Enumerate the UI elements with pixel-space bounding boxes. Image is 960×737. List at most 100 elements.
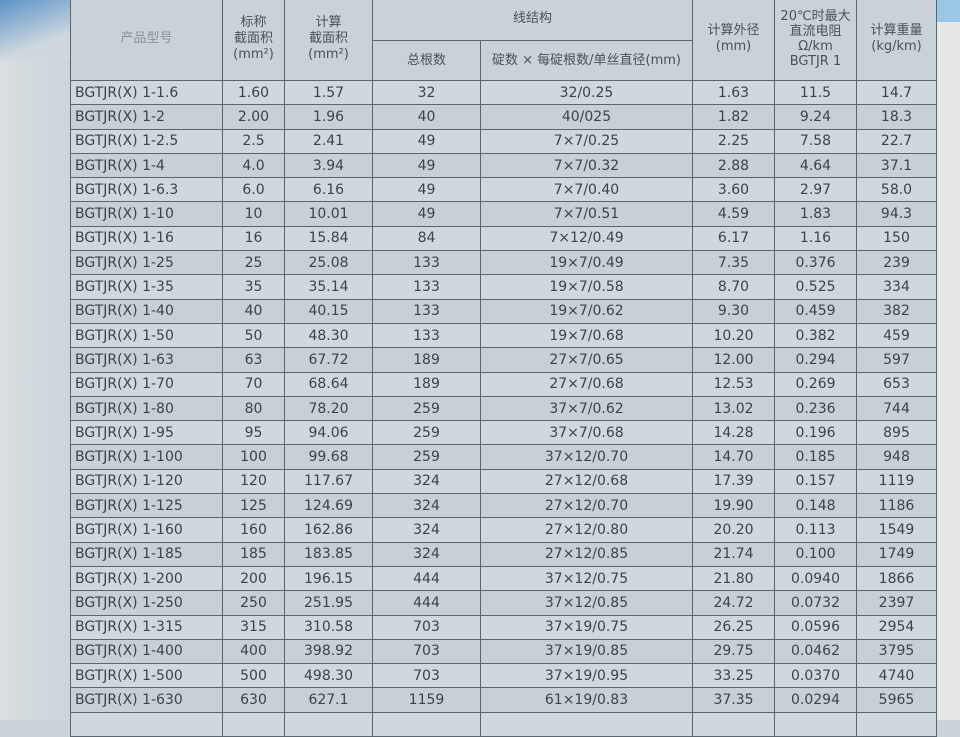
cell-model: BGTJR(X) 1-200 [70,565,223,592]
cell-calc-area: 10.01 [284,201,373,227]
page-margin-left [0,0,70,720]
cell-total-strands: 32 [372,79,481,106]
cell-outer-diameter: 13.02 [692,395,775,422]
cell-model: BGTJR(X) 1-50 [70,322,223,349]
cell-total-strands: 324 [372,468,481,495]
cell-calc-area: 1.57 [284,79,373,106]
cell-total-strands: 324 [372,493,481,519]
cell-weight: 239 [856,250,937,276]
cell-outer-diameter: 7.35 [692,250,775,276]
cell-nominal-area: 95 [222,420,285,446]
cell-resistance: 0.294 [774,347,857,373]
table-row: BGTJR(X) 1-63 63 67.72 189 27×7/0.65 12.00 0.2… [70,347,937,373]
cell-resistance: 9.24 [774,104,857,130]
cell-calc-area: 627.1 [284,687,373,713]
cell-resistance: 0.113 [774,517,857,543]
cell-resistance: 7.58 [774,128,857,154]
cell-nominal-area: 185 [222,541,285,567]
cell-empty [774,711,857,737]
cable-spec-table: 产品型号 标称 截面积 (mm²) 计算 截面积 (mm²) 线结构 计算外径 … [70,0,937,737]
cell-calc-area: 78.20 [284,395,373,422]
cell-calc-area: 124.69 [284,493,373,519]
cell-nominal-area: 200 [222,565,285,592]
cell-outer-diameter: 4.59 [692,201,775,227]
cell-strand-detail: 40/025 [480,104,693,130]
cell-calc-area: 67.72 [284,347,373,373]
cell-resistance: 1.16 [774,225,857,252]
table-row: BGTJR(X) 1-25 25 25.08 133 19×7/0.49 7.35 0.37… [70,250,937,276]
cell-nominal-area: 315 [222,614,285,640]
table-row: BGTJR(X) 1-40 40 40.15 133 19×7/0.62 9.30 0.45… [70,298,937,324]
cell-nominal-area: 35 [222,274,285,300]
cell-strand-detail: 27×12/0.70 [480,493,693,519]
cell-strand-detail: 27×12/0.80 [480,517,693,543]
cell-resistance: 0.382 [774,322,857,349]
cell-weight: 5965 [856,687,937,713]
cell-empty [692,711,775,737]
table-row: BGTJR(X) 1-16 16 15.84 84 7×12/0.49 6.17 1.16 1… [70,225,937,252]
cell-weight: 3795 [856,638,937,665]
cell-weight: 744 [856,395,937,422]
cell-resistance: 0.236 [774,395,857,422]
cell-strand-detail: 27×12/0.85 [480,541,693,567]
cell-strand-detail: 37×7/0.62 [480,395,693,422]
cell-calc-area: 498.30 [284,663,373,689]
cell-calc-area: 25.08 [284,250,373,276]
cell-calc-area: 3.94 [284,152,373,179]
cell-model: BGTJR(X) 1-100 [70,444,223,470]
cell-outer-diameter: 8.70 [692,274,775,300]
cell-total-strands: 259 [372,444,481,470]
cell-calc-area: 196.15 [284,565,373,592]
cell-weight: 2954 [856,614,937,640]
cell-weight: 1119 [856,468,937,495]
cell-outer-diameter: 37.35 [692,687,775,713]
cell-calc-area: 117.67 [284,468,373,495]
cell-nominal-area: 4.0 [222,152,285,179]
cell-nominal-area: 100 [222,444,285,470]
cell-total-strands: 133 [372,274,481,300]
cell-total-strands: 49 [372,177,481,203]
table-row: BGTJR(X) 1-100 100 99.68 259 37×12/0.70 14.70… [70,444,937,470]
cell-strand-detail: 19×7/0.62 [480,298,693,324]
cell-resistance: 0.196 [774,420,857,446]
cell-model: BGTJR(X) 1-63 [70,347,223,373]
cell-model: BGTJR(X) 1-80 [70,395,223,422]
cell-strand-detail: 19×7/0.58 [480,274,693,300]
cell-weight: 334 [856,274,937,300]
cell-total-strands: 133 [372,298,481,324]
cell-nominal-area: 500 [222,663,285,689]
cell-resistance: 0.376 [774,250,857,276]
cell-empty [222,711,285,737]
cell-total-strands: 40 [372,104,481,130]
cell-weight: 597 [856,347,937,373]
cell-model: BGTJR(X) 1-10 [70,201,223,227]
cell-empty [480,711,693,737]
cell-nominal-area: 50 [222,322,285,349]
cell-calc-area: 68.64 [284,371,373,397]
cell-weight: 18.3 [856,104,937,130]
cell-strand-detail: 32/0.25 [480,79,693,106]
cell-nominal-area: 25 [222,250,285,276]
cell-outer-diameter: 6.17 [692,225,775,252]
cell-nominal-area: 125 [222,493,285,519]
cell-outer-diameter: 33.25 [692,663,775,689]
cell-outer-diameter: 26.25 [692,614,775,640]
cell-nominal-area: 80 [222,395,285,422]
cell-total-strands: 444 [372,590,481,616]
cell-nominal-area: 40 [222,298,285,324]
cell-resistance: 0.185 [774,444,857,470]
cell-outer-diameter: 10.20 [692,322,775,349]
table-row: BGTJR(X) 1-400 400 398.92 703 37×19/0.85 29.7… [70,638,937,665]
cell-nominal-area: 250 [222,590,285,616]
table-row: BGTJR(X) 1-4 4.0 3.94 49 7×7/0.32 2.88 4.64 37.… [70,152,937,179]
cell-calc-area: 40.15 [284,298,373,324]
cell-outer-diameter: 14.70 [692,444,775,470]
cell-strand-detail: 7×12/0.49 [480,225,693,252]
cell-weight: 94.3 [856,201,937,227]
cell-strand-detail: 7×7/0.25 [480,128,693,154]
table-row: BGTJR(X) 1-630 630 627.1 1159 61×19/0.83 37.3… [70,687,937,713]
header-model: 产品型号 [70,0,223,81]
cell-resistance: 4.64 [774,152,857,179]
cell-model: BGTJR(X) 1-2.5 [70,128,223,154]
cell-strand-detail: 61×19/0.83 [480,687,693,713]
